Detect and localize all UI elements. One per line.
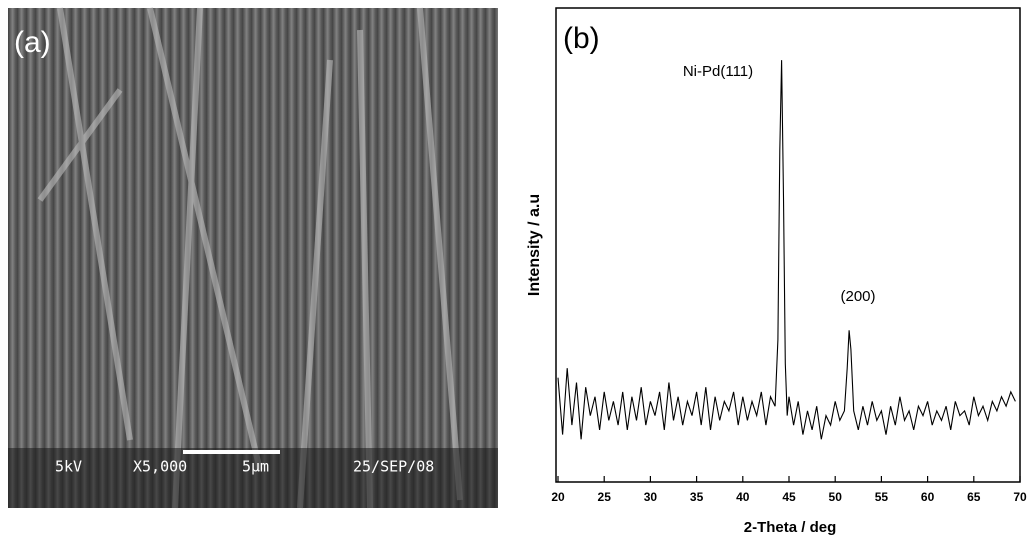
x-tick-label: 45 bbox=[782, 490, 796, 504]
magnification: X5,000 bbox=[133, 458, 187, 476]
x-tick-label: 40 bbox=[736, 490, 750, 504]
x-tick-label: 25 bbox=[598, 490, 612, 504]
x-tick-label: 30 bbox=[644, 490, 658, 504]
sem-background bbox=[8, 8, 498, 508]
peak-label: Ni-Pd(111) bbox=[683, 63, 753, 80]
panel-label: (a) bbox=[14, 26, 51, 59]
xrd-line bbox=[557, 60, 1016, 440]
x-tick-label: 65 bbox=[967, 490, 981, 504]
x-tick-label: 50 bbox=[829, 490, 843, 504]
x-axis-label: 2-Theta / deg bbox=[744, 519, 837, 536]
peak-label: (200) bbox=[840, 288, 875, 305]
x-tick-label: 20 bbox=[551, 490, 565, 504]
x-tick-label: 35 bbox=[690, 490, 704, 504]
plot-frame bbox=[555, 7, 1021, 483]
date: 25/SEP/08 bbox=[353, 458, 434, 476]
y-axis-label: Intensity / a.u bbox=[526, 194, 543, 296]
voltage: 5kV bbox=[55, 458, 82, 476]
x-tick-label: 55 bbox=[875, 490, 889, 504]
sem-shade bbox=[8, 8, 498, 508]
x-tick-label: 70 bbox=[1013, 490, 1027, 504]
x-tick-label: 60 bbox=[921, 490, 935, 504]
sem-footer bbox=[8, 448, 498, 508]
sem-fibers bbox=[37, 7, 463, 509]
panel-label: (b) bbox=[563, 22, 600, 55]
scale-bar-label: 5μm bbox=[242, 458, 269, 476]
sem-image: (a) 5kV X5,000 5μm 25/SEP/08 bbox=[8, 7, 498, 509]
